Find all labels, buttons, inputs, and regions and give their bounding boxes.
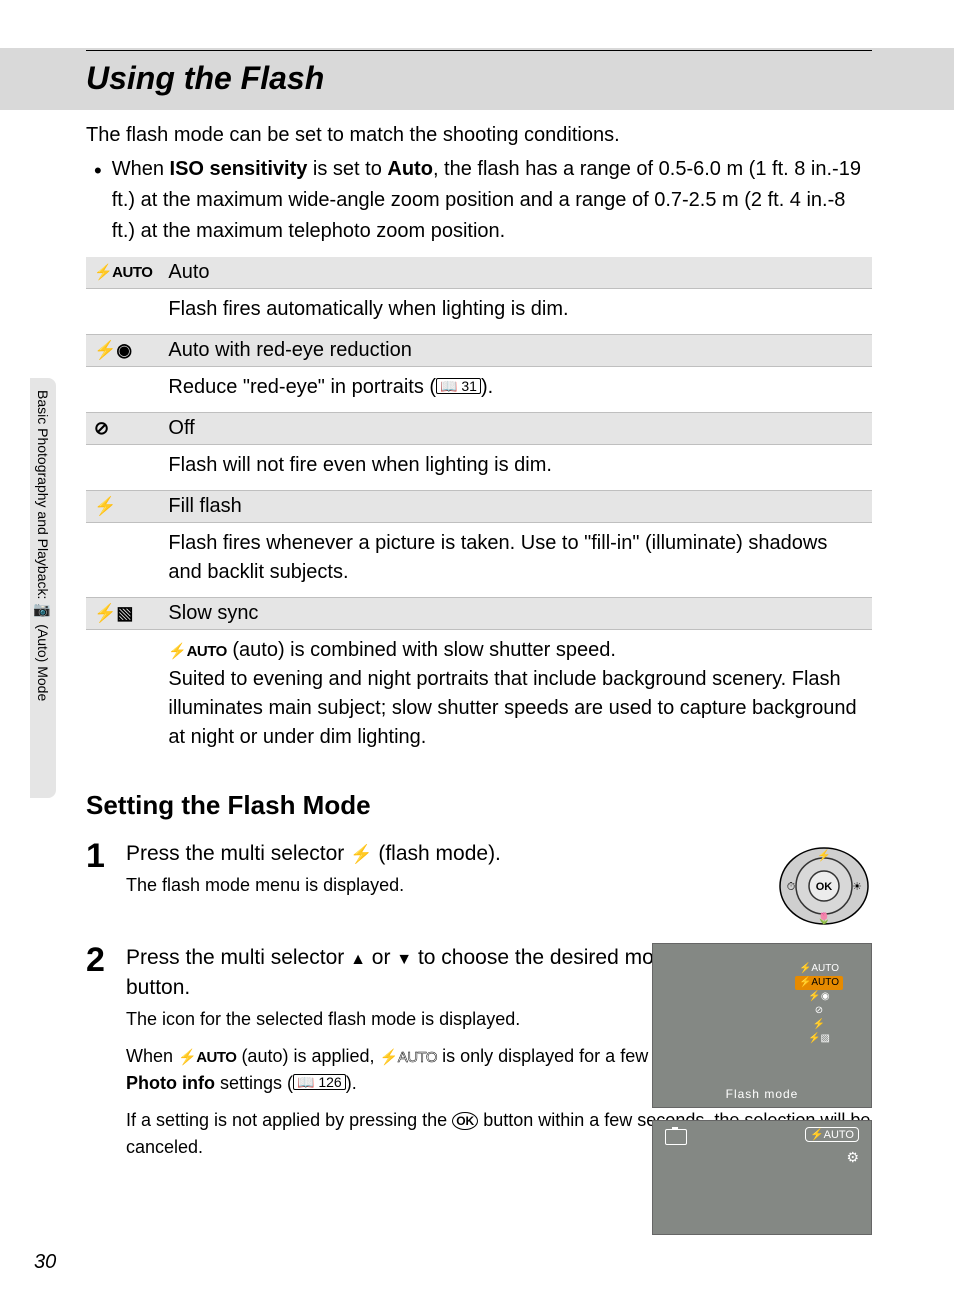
flash-redeye-icon: ⚡◉ xyxy=(94,340,132,360)
svg-text:☀: ☀ xyxy=(852,881,862,893)
flash-fill-icon: ⚡ xyxy=(94,496,116,516)
arrow-up-icon: ▲ xyxy=(350,951,366,968)
page-number: 30 xyxy=(34,1251,56,1274)
bold-auto: Auto xyxy=(387,158,433,180)
camera-flash-badge: ⚡AUTO xyxy=(805,1127,859,1142)
svg-text:⏱: ⏱ xyxy=(787,881,796,893)
svg-text:🌷: 🌷 xyxy=(817,912,831,925)
intro-text: The flash mode can be set to match the s… xyxy=(86,120,872,150)
manual-page: Using the Flash Basic Photography and Pl… xyxy=(0,0,954,1314)
step-para: The flash mode menu is displayed. xyxy=(126,872,872,899)
menu-item-selected: ⚡AUTO xyxy=(795,976,843,990)
camera-lcd-illustration: ⚡AUTO ⚡AUTO ⚡◉ ⊘ ⚡ ⚡▧ Flash mode ⚡AUTO ⚙ xyxy=(652,943,872,1243)
mode-desc: Flash will not fire even when lighting i… xyxy=(160,445,872,491)
menu-item: ⊘ xyxy=(795,1004,843,1018)
bullet-text: When xyxy=(112,158,170,180)
section-heading: Setting the Flash Mode xyxy=(86,790,872,821)
multi-selector-illustration: OK ⚡ 🌷 ⏱ ☀ xyxy=(777,839,872,939)
mode-name: Auto with red-eye reduction xyxy=(160,335,872,367)
bold-iso: ISO sensitivity xyxy=(170,158,308,180)
step-number: 2 xyxy=(86,943,126,1243)
inline-auto-outline-icon: ⚡AUTO xyxy=(380,1049,438,1066)
flash-modes-table: ⚡AUTO Auto Flash fires automatically when… xyxy=(86,257,872,762)
menu-item: ⚡ xyxy=(795,1018,843,1032)
menu-header: ⚡AUTO xyxy=(795,962,843,976)
sidebar-tab: Basic Photography and Playback: 📷 (Auto)… xyxy=(30,378,56,798)
mode-desc: ⚡AUTO (auto) is combined with slow shutt… xyxy=(160,630,872,763)
mode-desc: Flash fires automatically when lighting … xyxy=(160,289,872,335)
camera-menu-label: Flash mode xyxy=(653,1087,871,1101)
camera-lcd-bottom: ⚡AUTO ⚙ xyxy=(652,1120,872,1235)
step-1: 1 Press the multi selector ⚡ (flash mode… xyxy=(86,839,872,909)
mode-desc: Flash fires whenever a picture is taken.… xyxy=(160,523,872,598)
arrow-down-icon: ▼ xyxy=(396,951,412,968)
mode-desc: Reduce "red-eye" in portraits (📖 31). xyxy=(160,367,872,413)
camera-sub-icon: ⚙ xyxy=(846,1149,859,1166)
inline-auto-icon: ⚡AUTO xyxy=(168,643,226,660)
step-title: Press the multi selector ⚡ (flash mode). xyxy=(126,839,872,868)
flash-icon: ⚡ xyxy=(350,844,372,864)
flash-slowsync-icon: ⚡▧ xyxy=(94,603,133,623)
bullet-item: When ISO sensitivity is set to Auto, the… xyxy=(86,154,872,247)
flash-auto-icon: ⚡AUTO xyxy=(94,264,152,281)
content-area: The flash mode can be set to match the s… xyxy=(86,120,872,1243)
mode-name: Fill flash xyxy=(160,491,872,523)
photo-info-bold: Photo info xyxy=(126,1073,215,1093)
page-ref-icon: 📖 31 xyxy=(436,378,481,394)
step-2: 2 Press the multi selector ▲ or ▼ to cho… xyxy=(86,943,872,1243)
menu-item: ⚡▧ xyxy=(795,1032,843,1046)
inline-auto-icon: ⚡AUTO xyxy=(178,1049,236,1066)
camera-mode-icon xyxy=(665,1129,687,1145)
step-number: 1 xyxy=(86,839,126,909)
svg-text:OK: OK xyxy=(816,881,833,893)
mode-name: Off xyxy=(160,413,872,445)
sidebar-label: Basic Photography and Playback: 📷 (Auto)… xyxy=(30,378,56,713)
camera-lcd-top: ⚡AUTO ⚡AUTO ⚡◉ ⊘ ⚡ ⚡▧ Flash mode xyxy=(652,943,872,1108)
ok-button-icon: OK xyxy=(452,1112,478,1130)
svg-text:⚡: ⚡ xyxy=(817,849,831,862)
camera-flash-menu: ⚡AUTO ⚡AUTO ⚡◉ ⊘ ⚡ ⚡▧ xyxy=(795,962,843,1046)
mode-name: Auto xyxy=(160,257,872,289)
menu-item: ⚡◉ xyxy=(795,990,843,1004)
page-ref-icon: 📖 126 xyxy=(293,1074,346,1090)
header-rule xyxy=(86,50,872,51)
mode-name: Slow sync xyxy=(160,598,872,630)
page-title: Using the Flash xyxy=(86,60,324,97)
flash-off-icon: ⊘ xyxy=(94,418,109,438)
